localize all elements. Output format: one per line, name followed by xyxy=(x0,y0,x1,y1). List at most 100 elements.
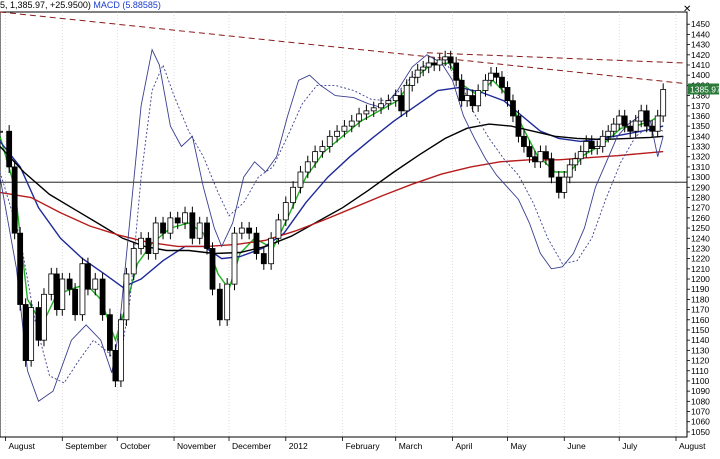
y-tick-label: 1330 xyxy=(691,142,710,152)
grid-layer xyxy=(0,11,688,438)
y-tick-label: 1340 xyxy=(691,131,710,141)
candle-body xyxy=(488,72,494,81)
header-price-text: 5, 1,385.97, +25.9500) xyxy=(0,0,91,10)
candle-body xyxy=(107,314,113,351)
candle-body xyxy=(112,349,119,382)
candle-body xyxy=(326,135,333,147)
y-tick-label: 1300 xyxy=(691,172,710,182)
y-tick-label: 1230 xyxy=(691,243,710,253)
x-tick-label: September xyxy=(65,441,107,451)
y-tick-label: 1060 xyxy=(691,417,710,427)
header-macd-text: MACD (5.88585) xyxy=(93,0,161,10)
candle-body xyxy=(654,115,661,132)
candle-body xyxy=(79,263,86,316)
candle-body xyxy=(319,146,326,153)
candle-body xyxy=(370,107,377,112)
candle-body xyxy=(99,278,106,316)
candle-body xyxy=(11,166,18,234)
y-tick-label: 1410 xyxy=(691,60,710,70)
x-tick-label: April xyxy=(456,441,473,451)
candle-body xyxy=(224,283,231,321)
trend-layer xyxy=(0,11,687,183)
candle-body xyxy=(66,278,73,290)
y-tick-label: 1420 xyxy=(691,50,710,60)
y-tick-label: 1150 xyxy=(691,325,710,335)
candle-body xyxy=(493,72,500,78)
candle-body xyxy=(363,110,370,115)
candle-body xyxy=(348,120,355,127)
candle-body xyxy=(174,217,181,224)
candle-body xyxy=(610,123,617,132)
candle-body xyxy=(356,113,362,122)
close-icon[interactable]: ✕ xyxy=(683,4,691,15)
y-tick-label: 1310 xyxy=(691,162,710,172)
y-tick-label: 1380 xyxy=(691,91,710,101)
candle-body xyxy=(621,115,628,127)
candle-body xyxy=(616,115,623,125)
candle-body xyxy=(238,227,245,234)
x-tick-label: March xyxy=(399,441,423,451)
y-tick-label: 1190 xyxy=(691,284,710,294)
candle-body xyxy=(231,232,238,285)
x-tick-label: November xyxy=(177,441,216,451)
candle-body xyxy=(246,227,253,234)
candle-body xyxy=(189,212,196,239)
candle-body xyxy=(577,151,584,160)
y-tick-label: 1090 xyxy=(691,386,710,396)
y-tick-label: 1070 xyxy=(691,407,710,417)
candle-body xyxy=(253,232,260,254)
x-tick-label: 2012 xyxy=(289,441,308,451)
candle-body xyxy=(6,130,13,168)
candle-body xyxy=(216,288,223,321)
candle-body xyxy=(436,59,443,66)
y-tick-label: 1200 xyxy=(691,274,710,284)
candle-body xyxy=(588,141,595,149)
candle-body xyxy=(145,237,152,254)
y-tick-label: 1320 xyxy=(691,152,710,162)
y-tick-label: 1270 xyxy=(691,203,710,213)
candle-body xyxy=(425,62,432,68)
candle-body xyxy=(196,222,203,239)
candle-body xyxy=(515,115,522,137)
x-tick-label: August xyxy=(679,441,706,451)
candle-body xyxy=(532,156,538,163)
candle-body xyxy=(660,89,667,117)
y-tick-label: 1370 xyxy=(691,101,710,111)
candle-body xyxy=(260,253,267,265)
candle-body xyxy=(204,222,210,249)
plot-frame xyxy=(0,11,688,438)
candle-body xyxy=(28,307,35,361)
moving-average-line xyxy=(0,150,664,248)
candle-body xyxy=(152,222,159,254)
downtrend-line xyxy=(0,11,684,84)
candle-body xyxy=(334,130,340,137)
candle-body xyxy=(453,62,460,81)
candle-body xyxy=(138,237,144,249)
candle-body xyxy=(414,69,421,78)
y-tick-label: 1110 xyxy=(691,366,709,376)
y-tick-label: 1280 xyxy=(691,192,710,202)
candle-body xyxy=(638,110,645,122)
candle-body xyxy=(209,248,216,290)
y-tick-label: 1220 xyxy=(691,254,710,264)
x-tick-label: July xyxy=(622,441,638,451)
x-tick-label: June xyxy=(567,441,586,451)
candle-body xyxy=(627,125,634,132)
x-tick-label: October xyxy=(120,441,150,451)
candle-body xyxy=(475,90,482,107)
close-chart-button[interactable]: ✕ xyxy=(683,4,691,15)
y-tick-label: 1170 xyxy=(691,305,710,315)
x-tick-label: August xyxy=(8,441,35,451)
y-tick-label: 1240 xyxy=(691,233,710,243)
candle-body xyxy=(403,84,410,112)
candle-body xyxy=(0,130,3,133)
candle-body xyxy=(290,186,297,203)
candle-body xyxy=(469,95,476,107)
candle-body xyxy=(420,66,427,71)
candle-body xyxy=(268,237,275,265)
candle-body xyxy=(458,79,465,102)
candle-layer xyxy=(0,50,667,388)
candle-body xyxy=(572,158,579,166)
candle-body xyxy=(130,248,137,275)
